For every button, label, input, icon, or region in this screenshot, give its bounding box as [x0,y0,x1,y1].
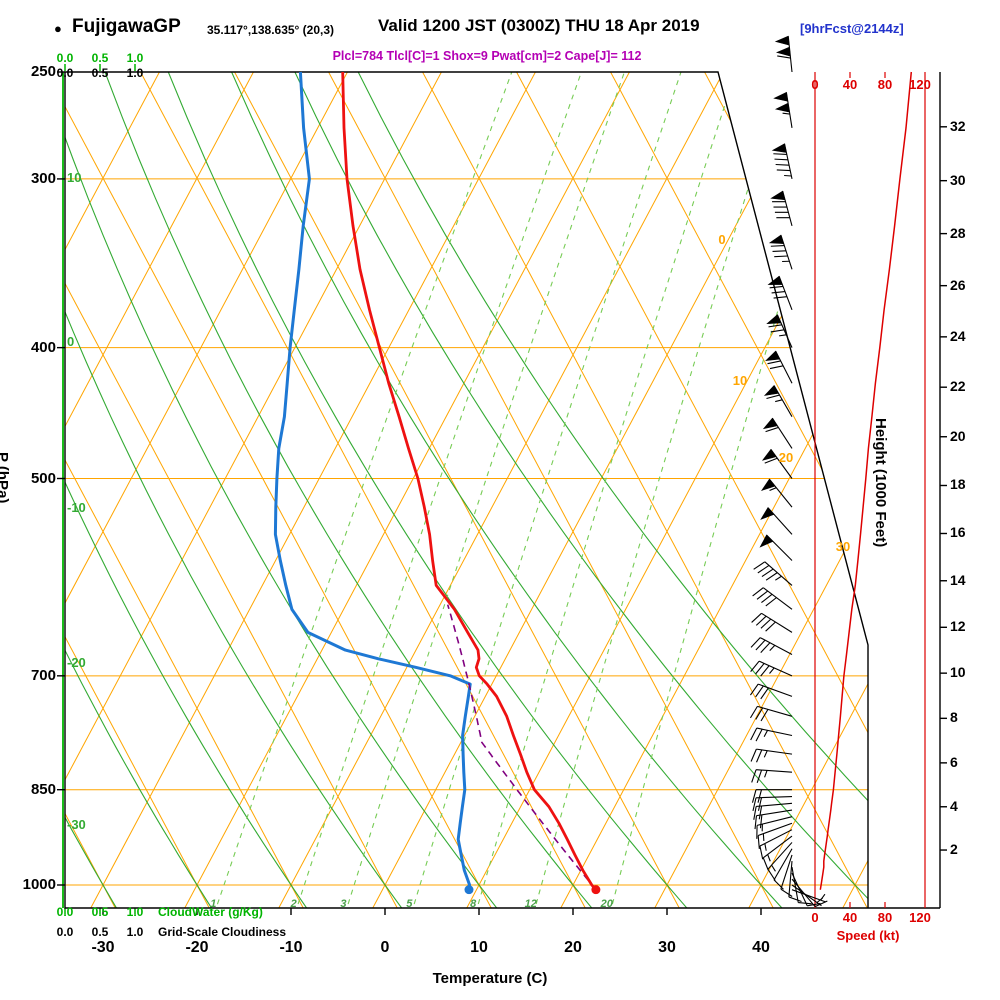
speed-tick-label-top: 40 [842,77,858,92]
temperature-tick-label: -20 [185,939,209,956]
cloudiness-scale-tick: 0.0 [56,66,74,80]
cloudwater-scale-tick-bottom: 0.5 [91,905,109,919]
height-tick-label: 4 [950,797,958,814]
mixing-ratio-label: 3 [340,898,347,910]
speed-tick-label-bottom: 0 [811,910,819,925]
height-tick-label: 26 [950,276,966,293]
cloudwater-scale-title: CloudWater (g/Kg) [158,905,263,919]
mixing-ratio-label: 5 [406,898,413,910]
cloudwater-scale-tick: 0.5 [91,51,109,65]
height-tick-label: 20 [950,427,966,444]
cloudwater-scale-tick: 0.0 [56,51,74,65]
pressure-axis-title: P (hPa) [0,452,11,504]
pressure-tick-label: 700 [30,666,56,684]
height-tick-label: 10 [950,664,966,681]
height-tick-label: 22 [950,378,966,395]
cloudiness-scale-tick-bottom: 1.0 [126,925,144,939]
dry-adiabat-label: -20 [67,655,86,670]
mixing-ratio-label: 2 [290,898,297,910]
speed-tick-label-top: 80 [877,77,893,92]
temperature-curve [341,71,597,891]
grid-layer [65,72,868,908]
dry-adiabat-label: -30 [67,817,86,832]
dewpoint-curve [273,71,472,890]
cloudiness-scale-tick: 0.5 [91,66,109,80]
height-tick-label: 16 [950,524,966,541]
dry-adiabat-label: -10 [67,500,86,515]
isotherm-label: 20 [778,450,794,465]
cloudiness-scale-tick-bottom: 0.0 [56,925,74,939]
station-coordinates: 35.117°,138.635° (20,3) [207,23,335,37]
mixing-ratio-label: 1 [210,898,217,910]
height-tick-label: 6 [950,753,958,770]
surface-dewpoint-dot [464,885,474,895]
forecast-hour-label: [9hrFcst@2144z] [800,21,904,36]
pressure-tick-label: 850 [30,780,56,798]
valid-time-title: Valid 1200 JST (0300Z) THU 18 Apr 2019 [378,16,700,35]
dry-adiabat-label: 0 [67,334,75,349]
temperature-tick-label: 20 [564,939,582,956]
wind-barbs [749,35,828,908]
pressure-tick-label: 1000 [22,876,56,893]
parcel-curve [446,604,597,891]
isotherm-label: 0 [718,232,726,247]
station-name: FujigawaGP [72,16,181,37]
temperature-tick-label: 10 [470,939,488,956]
cloudwater-scale-tick: 1.0 [126,51,144,65]
height-tick-label: 14 [950,571,966,588]
mixing-ratio-label: 20 [600,898,613,910]
cloudiness-scale-tick: 1.0 [126,66,144,80]
isotherm-label: 30 [835,539,851,554]
speed-tick-label-bottom: 120 [909,910,931,925]
height-tick-label: 32 [950,117,966,134]
temperature-tick-label: -30 [91,939,115,956]
speed-axis-title: Speed (kt) [836,928,900,943]
height-tick-label: 24 [950,327,966,344]
speed-tick-label-bottom: 40 [842,910,858,925]
temperature-tick-label: 40 [752,939,770,956]
speed-tick-label-bottom: 80 [877,910,893,925]
mixing-ratio-label: 12 [524,898,537,910]
surface-temp-dot [591,885,601,895]
station-bullet-icon: ● [54,21,62,36]
pressure-tick-label: 400 [30,338,56,356]
temperature-tick-label: 30 [658,939,676,956]
speed-profile-curve [819,71,913,890]
cloudiness-scale-tick-bottom: 0.5 [91,925,109,939]
cloudiness-scale-title: Grid-Scale Cloudiness [158,925,287,939]
mixing-ratio-label: 8 [470,898,477,910]
pressure-tick-label: 250 [30,63,56,80]
pressure-tick-label: 300 [30,169,56,187]
pressure-tick-label: 500 [30,469,56,487]
height-tick-label: 2 [950,841,958,858]
height-tick-label: 28 [950,224,966,241]
isotherm-label: 10 [732,373,748,388]
height-tick-label: 12 [950,618,966,635]
temperature-tick-label: -10 [279,939,303,956]
height-tick-label: 18 [950,476,966,493]
height-axis-title: Height (1000 Feet) [872,418,889,548]
plot-frame [64,71,940,909]
speed-tick-label-top: 120 [909,77,931,92]
temperature-tick-label: 0 [380,939,390,956]
cloudwater-scale-tick-bottom: 0.0 [56,905,74,919]
temperature-axis-title: Temperature (C) [432,970,548,987]
dry-adiabat-label: 10 [67,170,82,185]
speed-tick-label-top: 0 [811,77,819,92]
cloudwater-scale-tick-bottom: 1.0 [126,905,144,919]
stability-indices-line: Plcl=784 Tlcl[C]=1 Shox=9 Pwat[cm]=2 Cap… [332,49,642,63]
height-tick-label: 30 [950,171,966,188]
height-tick-label: 8 [950,709,958,726]
